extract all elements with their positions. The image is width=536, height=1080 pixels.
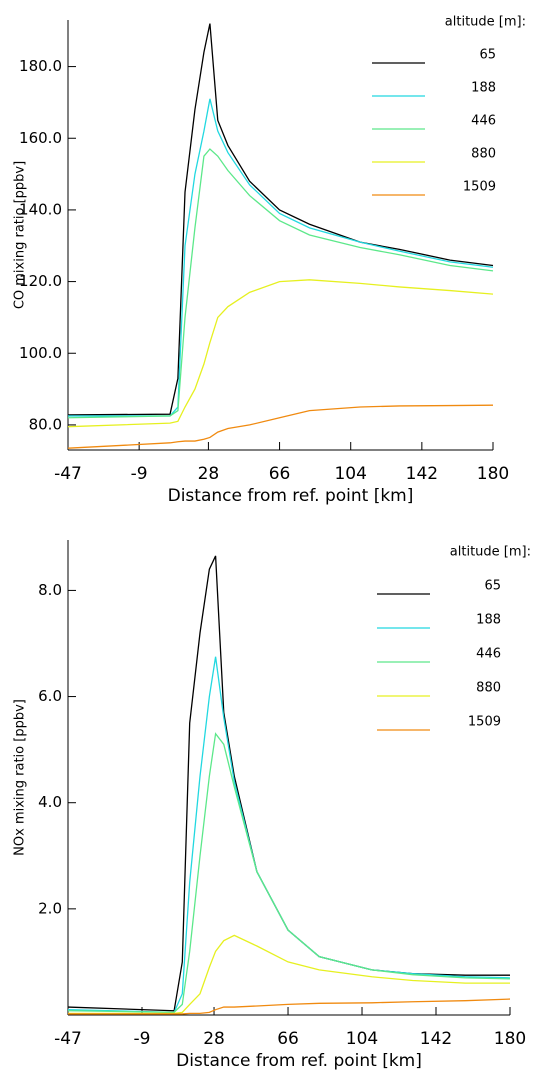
- x-tick-label: 104: [346, 1029, 378, 1049]
- y-tick-label: 80.0: [29, 415, 62, 433]
- y-tick-label: 100.0: [19, 344, 62, 362]
- legend-label: 446: [476, 647, 501, 662]
- line-series: [68, 934, 510, 1015]
- line-series: [67, 279, 494, 428]
- legend-label: 1509: [463, 180, 496, 195]
- y-tick-label: 2.0: [38, 899, 62, 917]
- legend-label: 446: [471, 114, 496, 129]
- y-tick-label: 180.0: [19, 57, 62, 75]
- y-tick-label: 140.0: [19, 200, 62, 218]
- x-tick-label: 28: [198, 464, 220, 484]
- y-tick-label: 8.0: [38, 581, 62, 599]
- x-axis-label: Distance from ref. point [km]: [176, 1051, 422, 1071]
- y-tick-label: 120.0: [19, 272, 62, 290]
- legend-title: altitude [m]:: [445, 15, 526, 30]
- line-series: [68, 998, 511, 1015]
- x-tick-label: 180: [477, 464, 509, 484]
- line-series: [67, 656, 511, 1014]
- legend-label: 880: [471, 147, 496, 162]
- line-series: [67, 732, 511, 1014]
- line-series: [67, 404, 494, 449]
- line-series: [67, 555, 510, 1012]
- x-tick-label: 180: [494, 1029, 526, 1049]
- legend-title: altitude [m]:: [450, 545, 531, 560]
- y-tick-label: 6.0: [38, 687, 62, 705]
- line-series: [67, 23, 494, 416]
- legend-label: 1509: [468, 715, 501, 730]
- line-series: [68, 98, 494, 417]
- x-tick-label: -9: [131, 464, 148, 484]
- x-tick-label: -9: [134, 1029, 151, 1049]
- x-tick-label: -47: [54, 1029, 82, 1049]
- y-axis-label: NOx mixing ratio [ppbv]: [13, 699, 28, 856]
- legend-label: 880: [476, 681, 501, 696]
- y-tick-label: 160.0: [19, 129, 62, 147]
- x-axis-label: Distance from ref. point [km]: [168, 486, 414, 506]
- x-tick-label: 66: [277, 1029, 299, 1049]
- legend-label: 188: [476, 613, 501, 628]
- x-tick-label: -47: [54, 464, 82, 484]
- x-tick-label: 142: [406, 464, 438, 484]
- x-tick-label: 142: [420, 1029, 452, 1049]
- legend-label: 65: [484, 579, 501, 594]
- x-tick-label: 66: [269, 464, 291, 484]
- legend-label: 65: [479, 48, 496, 63]
- y-tick-label: 4.0: [38, 793, 62, 811]
- legend-label: 188: [471, 81, 496, 96]
- x-tick-label: 104: [334, 464, 366, 484]
- x-tick-label: 28: [203, 1029, 225, 1049]
- line-series: [67, 148, 494, 419]
- y-axis-label: CO mixing ratio [ppbv]: [13, 161, 28, 309]
